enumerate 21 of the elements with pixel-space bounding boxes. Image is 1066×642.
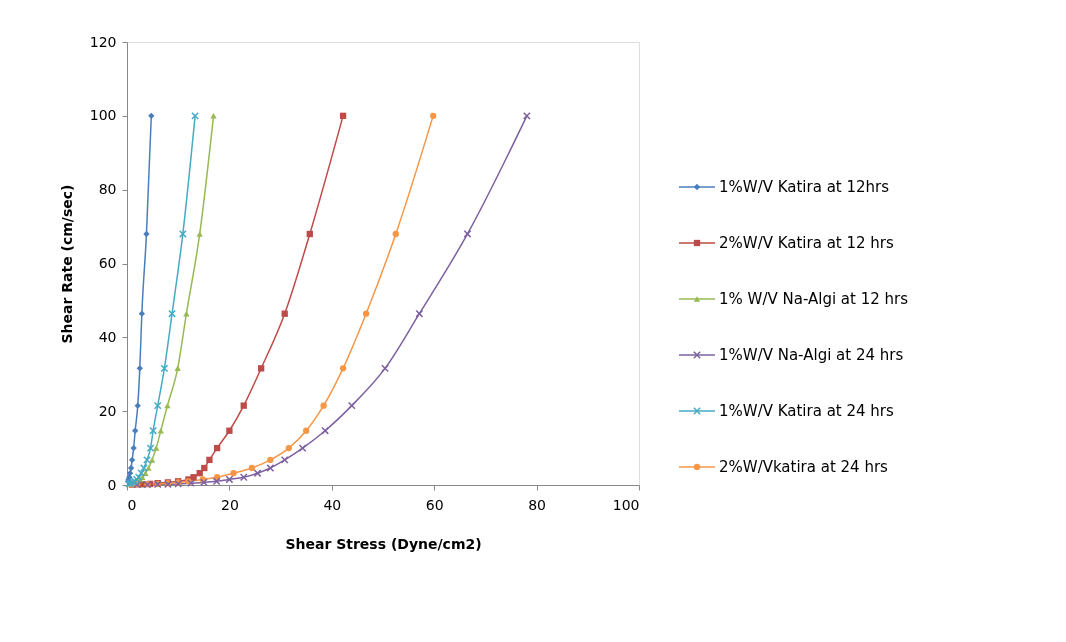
y-axis-title: Shear Rate (cm/sec) xyxy=(58,184,75,344)
x-axis-title: Shear Stress (Dyne/cm2) xyxy=(285,535,482,552)
y-tick-label: 0 xyxy=(107,476,117,493)
y-tick-label: 40 xyxy=(98,328,117,345)
x-tick-label: 20 xyxy=(220,496,239,513)
y-tick-label: 120 xyxy=(89,33,117,50)
x-tick-label: 80 xyxy=(528,496,547,513)
x-tick-label: 100 xyxy=(612,496,640,513)
legend-label: 1%W/V Na-Algi at 24 hrs xyxy=(719,346,904,364)
legend-label: 1%W/V Katira at 24 hrs xyxy=(719,402,895,420)
y-tick-label: 60 xyxy=(98,255,117,271)
x-tick-label: 40 xyxy=(323,496,342,513)
y-tick-label: 20 xyxy=(98,402,117,419)
legend-label: 2%W/V Katira at 12 hrs xyxy=(719,234,895,252)
y-tick-label: 100 xyxy=(89,107,117,124)
x-tick-label: 60 xyxy=(425,496,444,513)
legend-label: 1% W/V Na-Algi at 12 hrs xyxy=(719,290,909,308)
legend-label: 1%W/V Katira at 12hrs xyxy=(719,178,890,196)
legend-label: 2%W/Vkatira at 24 hrs xyxy=(719,458,889,476)
x-tick-label: 0 xyxy=(127,496,137,513)
y-tick-label: 80 xyxy=(98,181,117,198)
